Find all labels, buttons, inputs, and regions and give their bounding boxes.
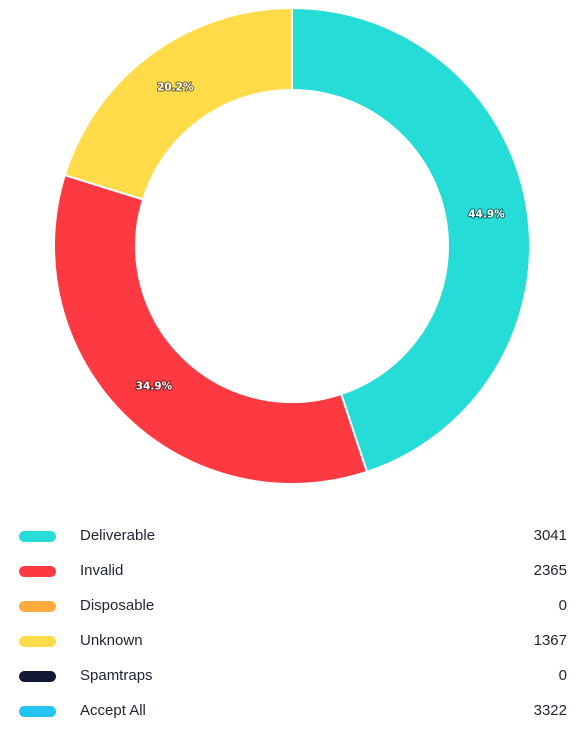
legend-label: Accept All [80,702,146,719]
legend-item-deliverable[interactable]: Deliverable 3041 [0,519,587,554]
legend-item-disposable[interactable]: Disposable 0 [0,589,587,624]
legend-label: Spamtraps [80,667,153,684]
legend-swatch [19,636,56,647]
legend-item-accept-all[interactable]: Accept All 3322 [0,694,587,729]
slice-label-invalid: 34.9% [136,381,173,393]
legend-item-spamtraps[interactable]: Spamtraps 0 [0,659,587,694]
slice-invalid[interactable] [53,173,369,486]
legend-label: Disposable [80,597,155,614]
legend-swatch [19,566,56,577]
legend-label: Invalid [80,562,124,579]
legend-count: 3041 [533,527,567,544]
legend-label: Deliverable [80,527,156,544]
legend-item-unknown[interactable]: Unknown 1367 [0,624,587,659]
slice-label-deliverable: 44.9% [468,209,505,221]
legend-count: 0 [558,597,567,614]
legend-label: Unknown [80,632,143,649]
legend-swatch [19,601,56,612]
legend-count: 1367 [533,632,567,649]
slice-unknown[interactable] [63,6,293,201]
legend-count: 0 [558,667,567,684]
chart-legend: Deliverable 3041 Invalid 2365 Disposable 0 Unk… [0,519,587,729]
legend-count: 3322 [533,702,567,719]
donut-chart: 44.9% 34.9% 20.2% [53,6,531,486]
legend-swatch [19,671,56,682]
legend-swatch [19,706,56,717]
slice-label-unknown: 20.2% [157,81,194,93]
legend-item-invalid[interactable]: Invalid 2365 [0,554,587,589]
legend-swatch [19,531,56,542]
slice-deliverable[interactable] [291,6,531,474]
legend-count: 2365 [533,562,567,579]
